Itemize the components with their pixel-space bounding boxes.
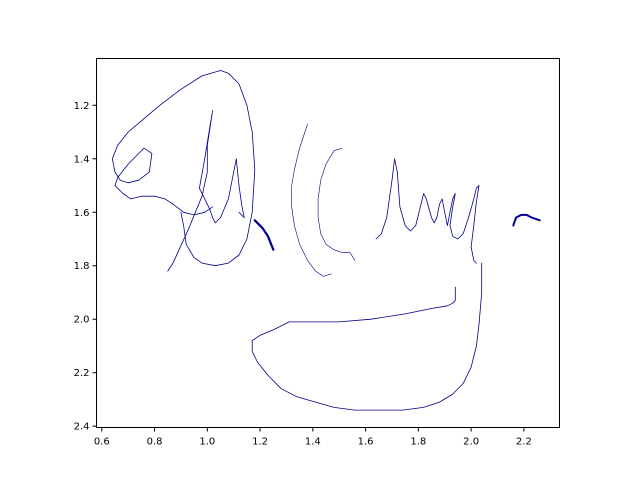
x-tick-label: 0.6 (94, 437, 110, 448)
y-tick-label: 2.0 (74, 315, 90, 326)
y-tick-label: 2.4 (74, 422, 90, 433)
x-tick-label: 2.2 (516, 437, 532, 448)
ink-stroke-6 (375, 158, 480, 264)
x-tick-label: 0.8 (147, 437, 163, 448)
y-tick-label: 1.6 (74, 208, 90, 219)
y-tick-label: 1.4 (74, 154, 90, 165)
x-tick-label: 2.0 (463, 437, 479, 448)
ink-stroke-8 (512, 213, 541, 227)
x-tick-label: 1.4 (305, 437, 321, 448)
x-tick-label: 1.8 (410, 437, 426, 448)
x-tick-label: 1.6 (358, 437, 374, 448)
y-tick-label: 1.2 (74, 101, 90, 112)
ink-stroke-2 (111, 70, 256, 267)
ink-stroke-1 (167, 110, 245, 272)
y-tick-label: 2.2 (74, 368, 90, 379)
y-axis: 1.2 1.4 1.6 1.8 2.0 2.2 2.4 (74, 101, 97, 433)
strokes-layer (111, 70, 541, 411)
ink-stroke-7 (251, 262, 483, 411)
ink-stroke-3 (253, 219, 275, 251)
x-tick-label: 1.2 (252, 437, 268, 448)
ink-stroke-5 (317, 147, 356, 261)
ink-stroke-4 (291, 123, 332, 277)
x-axis: 0.6 0.8 1.0 1.2 1.4 1.6 1.8 2.0 2.2 (94, 427, 532, 448)
plot-frame (96, 58, 560, 428)
y-tick-label: 1.8 (74, 261, 90, 272)
x-tick-label: 1.0 (199, 437, 215, 448)
